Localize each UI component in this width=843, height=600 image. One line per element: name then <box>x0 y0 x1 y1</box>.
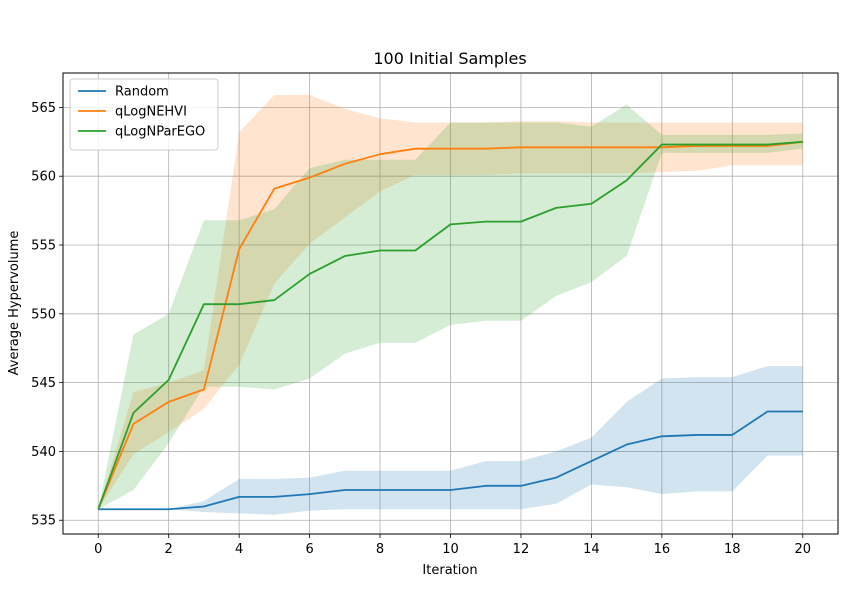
x-tick-label: 4 <box>235 542 243 557</box>
series-lines <box>97 140 803 511</box>
y-tick-label: 560 <box>31 170 56 185</box>
band-random <box>98 366 803 515</box>
x-tick-label: 12 <box>513 542 530 557</box>
legend: Random qLogNEHVI qLogNParEGO <box>69 78 219 151</box>
chart-title: 100 Initial Samples <box>373 49 526 68</box>
x-tick-label: 14 <box>583 542 600 557</box>
x-tick-label: 6 <box>305 542 313 557</box>
line-qlognparego <box>97 140 803 510</box>
line-random <box>98 410 803 511</box>
y-tick-label: 565 <box>31 101 56 116</box>
x-tick-label: 0 <box>94 542 102 557</box>
y-tick-label: 540 <box>31 445 56 460</box>
x-tick-label: 16 <box>654 542 671 557</box>
legend-label: qLogNEHVI <box>115 105 187 120</box>
x-tick-label: 10 <box>442 542 459 557</box>
y-tick-label: 545 <box>31 376 56 391</box>
line-qlognehvi <box>97 140 803 510</box>
x-tick-label: 18 <box>724 542 741 557</box>
x-axis-label: Iteration <box>422 563 477 578</box>
x-tick-label: 20 <box>794 542 811 557</box>
grid <box>63 73 838 534</box>
legend-label: qLogNParEGO <box>115 125 205 140</box>
axis-ticks: 0 2 4 6 8 10 12 14 16 18 20 535 540 545 550 555 560 565 <box>31 101 811 557</box>
y-tick-label: 535 <box>31 514 56 529</box>
legend-label: Random <box>115 85 169 100</box>
x-tick-label: 2 <box>165 542 173 557</box>
x-tick-label: 8 <box>376 542 384 557</box>
band-qlognparego <box>98 104 803 510</box>
legend-box <box>69 78 219 151</box>
band-qlognehvi <box>98 95 803 510</box>
y-tick-label: 555 <box>31 239 56 254</box>
y-axis-label: Average Hypervolume <box>7 231 22 376</box>
y-tick-label: 550 <box>31 307 56 322</box>
confidence-bands <box>98 95 803 515</box>
